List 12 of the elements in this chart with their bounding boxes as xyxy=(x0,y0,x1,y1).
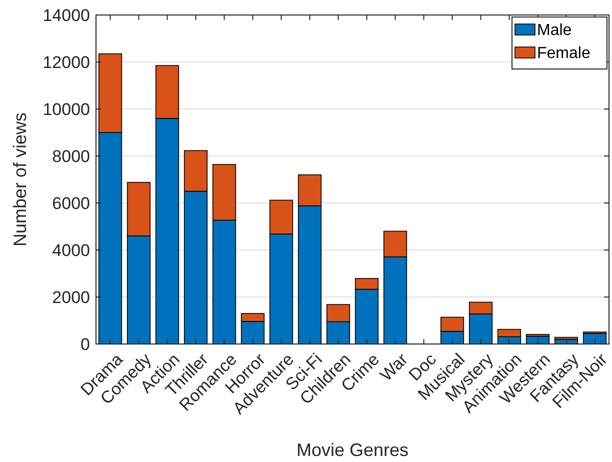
y-tick-label: 8000 xyxy=(52,146,90,166)
y-tick-label: 6000 xyxy=(52,194,90,213)
y-axis-title: Number of views xyxy=(10,112,30,247)
legend-label: Female xyxy=(537,45,590,62)
legend-label: Male xyxy=(537,22,572,39)
y-tick-label: 2000 xyxy=(52,288,90,307)
x-axis-title: Movie Genres xyxy=(296,440,409,460)
y-tick-label: 0 xyxy=(80,334,90,354)
y-tick-label: 4000 xyxy=(52,240,90,260)
y-tick-label: 14000 xyxy=(42,6,90,25)
y-tick-label: 12000 xyxy=(42,52,90,72)
y-tick-label: 10000 xyxy=(42,100,90,119)
